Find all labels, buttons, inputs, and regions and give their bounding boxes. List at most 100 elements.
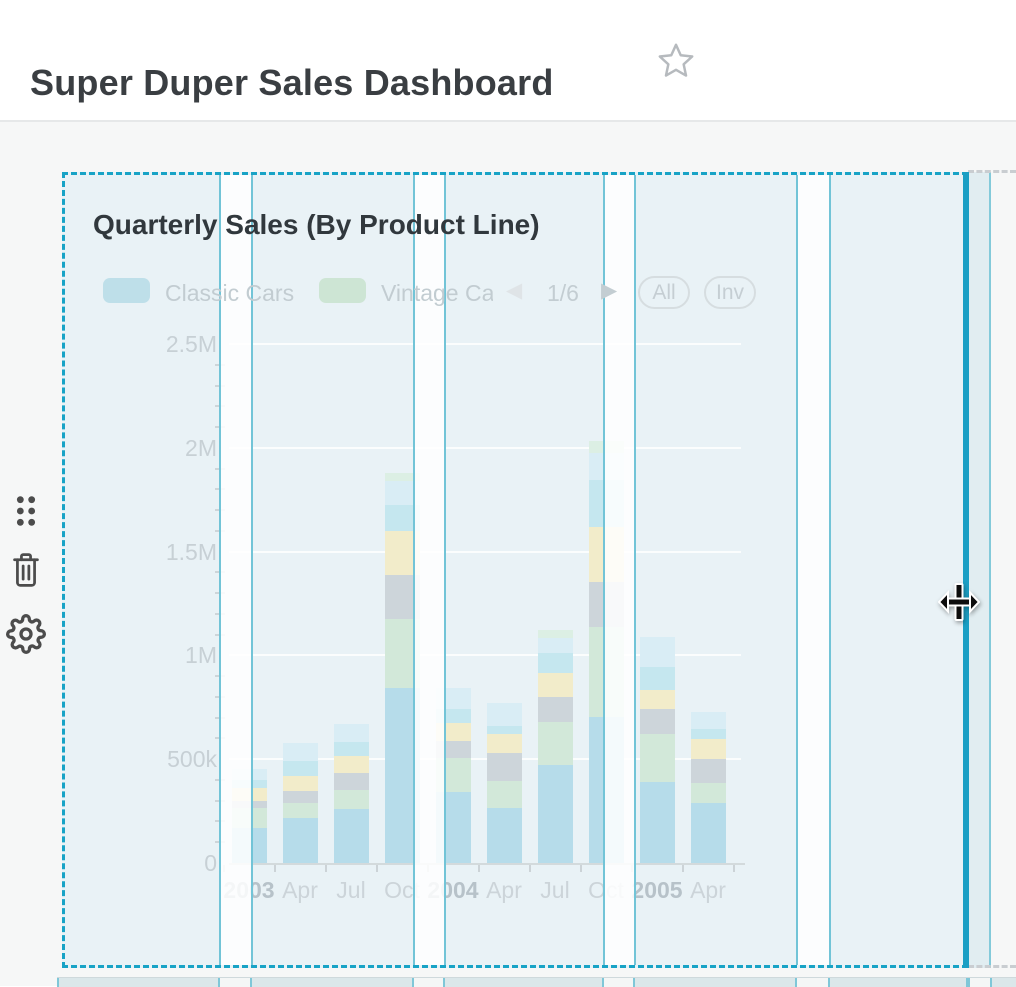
bar-segment (690, 729, 726, 740)
bar-segment (435, 722, 471, 741)
bar-segment (333, 723, 369, 742)
x-axis-tick (732, 865, 735, 872)
dashboard-canvas: 0 500k 1M 1.5M 2M 2.5M 2003 Apr Jul Oct 2004 Apr Jul… (0, 122, 1016, 987)
bar-segment (384, 530, 420, 576)
grid-column-line (57, 978, 59, 987)
bar-segment (486, 734, 522, 753)
y-minor-tick (215, 426, 225, 429)
y-minor-tick (215, 612, 225, 615)
y-minor-tick (215, 799, 225, 802)
bar-segment (690, 712, 726, 730)
bar-segment (639, 689, 675, 710)
grid-column-line (966, 978, 968, 987)
bar-segment (486, 725, 522, 735)
delete-widget-button[interactable] (10, 550, 42, 590)
dashboard-header: Super Duper Sales Dashboard (0, 0, 1016, 122)
bar-segment (639, 636, 675, 667)
bar-segment (384, 687, 420, 863)
y-minor-tick (215, 384, 225, 387)
bar-segment (588, 479, 624, 527)
bar-segment (333, 790, 369, 809)
widget-drag-handle[interactable] (14, 494, 38, 528)
widget-resize-edge[interactable] (963, 172, 969, 968)
y-axis-label: 2M (185, 434, 217, 461)
horizontal-resize-cursor-icon (938, 583, 980, 621)
y-minor-tick (215, 820, 225, 823)
bar-segment (588, 581, 624, 628)
bar-segment (690, 783, 726, 803)
x-axis-label: Apr (690, 877, 726, 903)
resize-ghost-strip (969, 172, 989, 968)
bar-segment (435, 758, 471, 793)
bar-segment (435, 792, 471, 863)
y-gridline (229, 758, 741, 761)
bar-segment (537, 673, 573, 697)
y-minor-tick (215, 363, 225, 366)
bar-segment (435, 740, 471, 759)
widget-settings-button[interactable] (6, 612, 46, 656)
y-minor-tick (215, 695, 225, 698)
bar-segment (690, 759, 726, 784)
x-axis-tick (222, 865, 225, 872)
bar-segment (282, 761, 318, 776)
y-minor-tick (215, 675, 225, 678)
bar-segment (537, 721, 573, 766)
y-minor-tick (215, 467, 225, 470)
bar-segment (588, 440, 624, 453)
y-minor-tick (215, 737, 225, 740)
bar-segment (435, 709, 471, 723)
y-gridline (229, 550, 741, 553)
x-axis-tick (681, 865, 684, 872)
legend-swatch-classic-cars[interactable] (103, 278, 150, 303)
bar-segment (282, 742, 318, 762)
bar-segment (639, 709, 675, 735)
x-axis-tick (528, 865, 531, 872)
x-axis-tick (375, 865, 378, 872)
y-gridline (229, 343, 741, 345)
grid-gutter (968, 978, 992, 987)
legend-label-vintage-cars[interactable]: Vintage Ca (381, 280, 493, 306)
next-grid-row (57, 977, 1016, 987)
legend-invert-button[interactable]: Inv (704, 276, 756, 309)
bar-segment (231, 807, 267, 828)
y-minor-tick (215, 778, 225, 781)
page-title: Super Duper Sales Dashboard (30, 62, 554, 104)
bar-segment (588, 526, 624, 582)
bar-segment (639, 734, 675, 783)
bar-segment (537, 637, 573, 654)
y-gridline (229, 446, 741, 449)
legend-swatch-vintage-cars[interactable] (319, 278, 366, 303)
bar-segment (486, 703, 522, 726)
x-axis-label: 2005 (631, 877, 683, 903)
y-minor-tick (215, 405, 225, 408)
x-axis-label: Jul (336, 877, 366, 903)
drag-handle-dots-icon (16, 496, 36, 526)
bar-segment (384, 472, 420, 481)
bar-segment (231, 800, 267, 808)
chart-widget-selected[interactable]: 0 500k 1M 1.5M 2M 2.5M 2003 Apr Jul Oct 2004 Apr Jul… (62, 172, 968, 968)
bar-segment (231, 768, 267, 780)
legend-select-all-button[interactable]: All (638, 276, 690, 309)
x-axis-label: Apr (282, 877, 318, 903)
y-minor-tick (215, 633, 225, 636)
legend-page-indicator: 1/6 (547, 280, 579, 306)
bar-segment (384, 619, 420, 688)
bar-segment (333, 756, 369, 773)
legend-next-arrow[interactable]: ▶ (601, 279, 618, 302)
x-axis-tick (426, 865, 429, 872)
grid-gutter (412, 978, 445, 987)
grid-gutter (795, 978, 830, 987)
favorite-star-icon[interactable] (658, 42, 694, 78)
bar-segment (690, 739, 726, 760)
bar-segment (537, 630, 573, 638)
bar-segment (384, 575, 420, 620)
chart-title: Quarterly Sales (By Product Line) (93, 209, 540, 240)
legend-label-classic-cars[interactable]: Classic Cars (165, 280, 295, 306)
bar-segment (639, 666, 675, 690)
legend-prev-arrow[interactable]: ◀ (506, 279, 523, 302)
y-minor-tick (215, 592, 225, 595)
x-axis-tick (324, 865, 327, 872)
y-minor-tick (215, 716, 225, 719)
bar-segment (282, 818, 318, 863)
bar-segment (537, 696, 573, 722)
